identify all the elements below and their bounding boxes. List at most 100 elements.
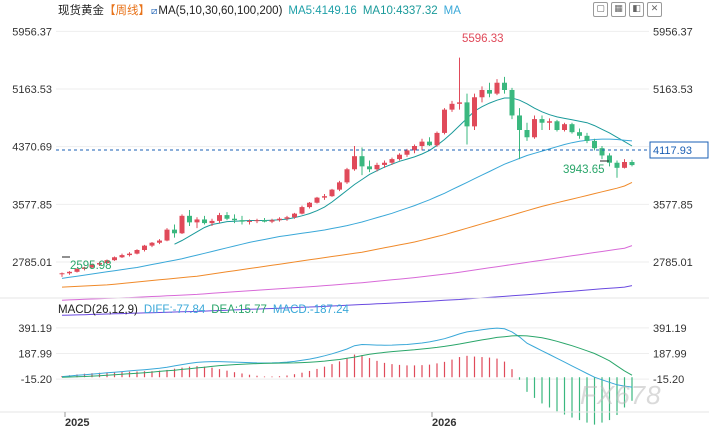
y-tick-label-right: 5956.37 [653,26,693,38]
ma-settings-icon[interactable]: ⧄ [151,6,158,17]
candle-body [472,97,477,127]
candle-body [299,207,305,214]
x-label-2026: 2026 [432,417,456,429]
y-tick-label-left: 5956.37 [12,26,52,38]
square-icon[interactable]: ▢ [593,2,608,17]
candle-body [629,162,635,166]
y-tick-label-right: 3577.85 [653,199,693,211]
macd-y-tick-label-right: 391.19 [653,323,687,335]
candle-body [254,220,260,222]
candle-body [457,102,462,104]
candle-body [344,169,350,183]
moving-average-lines [61,97,633,316]
candle-body [532,119,537,138]
y-tick-label-left: 2785.01 [12,257,52,269]
candle-body [149,242,155,246]
candle-body [599,148,605,156]
candle-body [382,162,387,165]
macd-dea-value: DEA:15.77 [211,304,267,316]
high-annotation: 5596.33 [462,33,504,45]
candle-body [539,119,545,123]
candle-body [584,135,590,141]
candle-body [232,218,237,221]
candle-body [487,90,492,94]
candle-body [74,268,80,272]
y-tick-label-left: 5163.53 [12,84,52,96]
candle-body [449,103,455,110]
candle-body [89,264,95,268]
period-label[interactable]: 【周线】 [104,5,150,17]
ma200-line [61,285,633,316]
candle-body [97,263,102,265]
candle-body [194,219,200,223]
candle-body [427,141,432,146]
candle-body [329,189,335,197]
candle-body [419,141,425,146]
y-tick-label-left: 4370.69 [12,142,52,154]
candle-body [217,215,222,221]
candle-body [397,154,402,160]
candle-body [547,121,552,123]
candle-body [134,250,140,254]
candle-body [337,182,342,190]
candle-body [187,215,192,223]
ma10-line [174,97,633,245]
candle-body [524,130,530,138]
macd-dea-line [61,335,633,378]
ma5-value: MA5:4149.16 [288,5,357,17]
candle-body [277,218,282,221]
candle-body [224,215,230,219]
candle-body [464,102,470,127]
candle-body [157,240,162,243]
candle-body [59,273,65,275]
macd-params[interactable]: MACD(26,12,9) [58,304,138,316]
candle-body [239,220,245,222]
candle-body [404,150,410,155]
low-annotation: 2595.98 [70,260,112,272]
candlestick-series [59,57,635,277]
candle-body [67,271,72,274]
macd-diff-line [61,327,633,388]
grid-icon[interactable]: ▦ [611,2,626,17]
candle-body [554,121,560,130]
candle-body [322,196,327,198]
candle-body [119,255,125,258]
current-price-tag [649,141,709,159]
candle-body [202,219,207,224]
candle-body [607,155,612,163]
candle-body [367,166,372,170]
ma10-value: MA10:4337.32 [362,5,438,17]
candle-body [374,164,380,170]
ma-params[interactable]: MA(5,10,30,60,100,200) [158,5,283,17]
chart-header: 现货黄金【周线】⧄MA(5,10,30,60,100,200) MA5:4149.… [58,2,461,18]
candle-body [359,156,365,167]
ma60-line [61,181,633,288]
candle-body [622,162,627,168]
grid-lines [56,30,649,380]
x-label-2025: 2025 [65,417,89,429]
candle-body [179,215,185,234]
ma-more[interactable]: MA [443,5,461,17]
macd-panel [61,327,633,425]
macd-y-tick-label-right: -15.20 [653,374,684,386]
candle-body [434,132,440,146]
layout-icon[interactable]: ◧ [629,2,644,17]
instrument-name: 现货黄金 [58,5,104,17]
candle-body [442,109,447,133]
candle-body [284,217,290,219]
candle-body [562,124,567,130]
macd-y-tick-label-right: 187.99 [653,349,687,361]
y-tick-label-left: 3577.85 [12,199,52,211]
candle-body [592,140,597,149]
candle-body [614,162,620,168]
candle-body [517,115,522,130]
candle-body [307,202,312,208]
candle-body [352,156,357,170]
y-tick-label-right: 2785.01 [653,257,693,269]
macd-diff-value: DIFF:-77.84 [143,304,206,316]
candle-body [104,260,110,264]
close-icon[interactable]: ✕ [647,2,662,17]
candle-body [569,124,575,133]
ma30-line [61,138,633,279]
